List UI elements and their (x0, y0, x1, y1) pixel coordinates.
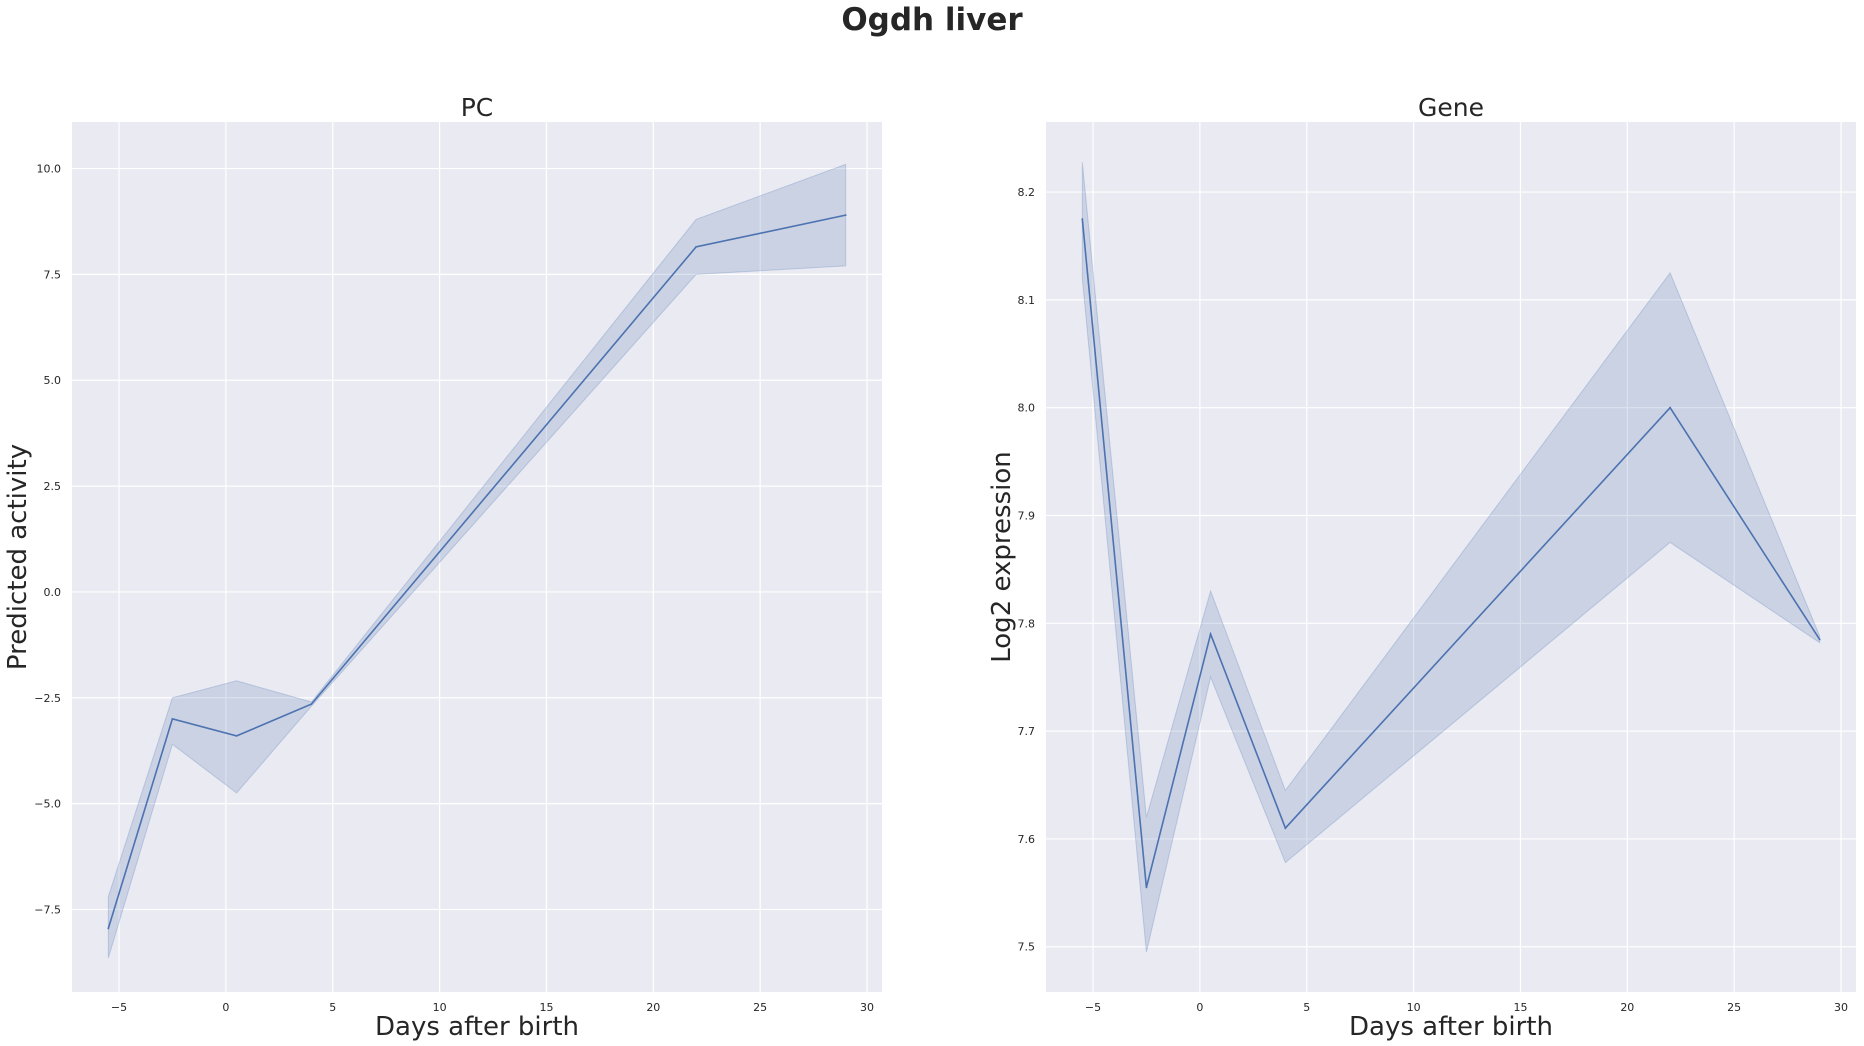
y-tick-label: 2.5 (44, 480, 62, 493)
y-axis-label: Predicted activity (3, 444, 33, 670)
x-tick-label: 30 (1834, 1001, 1848, 1014)
x-tick-label: 20 (1620, 1001, 1634, 1014)
series-line (1081, 218, 1821, 888)
plot-area (72, 122, 882, 992)
y-tick-label: 7.9 (1018, 509, 1036, 522)
y-axis-label: Log2 expression (987, 451, 1017, 663)
y-tick-label: 7.6 (1018, 833, 1036, 846)
data-point (1284, 827, 1287, 830)
data-point (1209, 633, 1212, 635)
y-tick-label: 0.0 (44, 586, 62, 599)
y-tick-label: −7.5 (34, 903, 61, 916)
plot-area (1046, 122, 1856, 992)
panel-title: Gene (1418, 93, 1484, 122)
x-tick-label: 5 (329, 1001, 336, 1014)
x-tick-label: −5 (111, 1001, 127, 1014)
y-tick-label: 7.5 (1018, 941, 1036, 954)
x-tick-label: 25 (753, 1001, 767, 1014)
x-axis-label: Days after birth (1349, 1012, 1553, 1042)
y-tick-label: −5.0 (34, 798, 61, 811)
x-tick-label: 5 (1303, 1001, 1310, 1014)
x-tick-label: 30 (860, 1001, 874, 1014)
panel-title: PC (461, 93, 494, 122)
x-tick-label: 15 (1513, 1001, 1527, 1014)
x-tick-label: 10 (1407, 1001, 1421, 1014)
y-tick-label: 8.2 (1018, 186, 1036, 199)
data-point (107, 927, 110, 930)
y-tick-label: 8.0 (1018, 402, 1036, 415)
x-tick-label: 0 (1196, 1001, 1203, 1014)
confidence-band (107, 163, 847, 959)
y-tick-label: −2.5 (34, 692, 61, 705)
x-tick-label: 25 (1727, 1001, 1741, 1014)
x-tick-label: 10 (433, 1001, 447, 1014)
y-tick-label: 10.0 (37, 163, 62, 176)
y-tick-label: 5.0 (44, 374, 62, 387)
data-point (235, 734, 238, 737)
figure-title: Ogdh liver (841, 2, 1023, 38)
x-axis-label: Days after birth (375, 1012, 579, 1042)
series-line (107, 214, 846, 929)
data-point (171, 718, 174, 720)
y-tick-label: 7.7 (1018, 725, 1036, 738)
x-tick-label: 20 (646, 1001, 660, 1014)
data-point (1145, 886, 1148, 889)
data-point (1669, 406, 1671, 409)
data-point (844, 214, 847, 217)
data-point (695, 245, 697, 248)
x-tick-label: 0 (222, 1001, 229, 1014)
x-tick-label: 15 (539, 1001, 553, 1014)
y-tick-label: 7.5 (44, 268, 62, 281)
x-tick-label: −5 (1085, 1001, 1101, 1014)
data-point (1818, 638, 1821, 641)
y-tick-label: 7.8 (1018, 617, 1036, 630)
data-point (310, 703, 313, 706)
data-point (1081, 218, 1084, 220)
confidence-band (1081, 161, 1821, 953)
y-tick-label: 8.1 (1018, 294, 1036, 307)
